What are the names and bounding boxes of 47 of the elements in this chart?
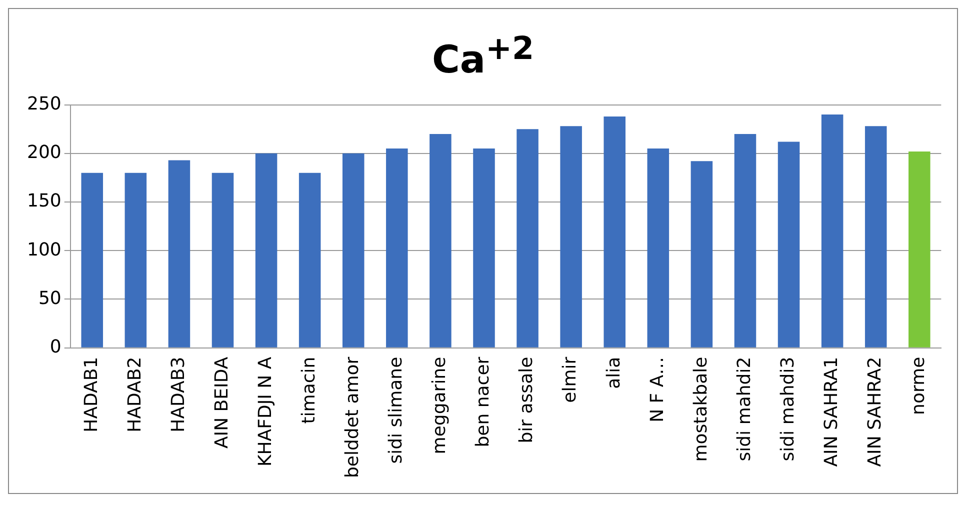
x-tick-label: HADAB2 <box>124 356 146 432</box>
x-tick-label: meggarine <box>429 356 450 454</box>
bar <box>908 151 930 348</box>
y-tick-label: 250 <box>26 93 62 114</box>
x-tick-label: timacin <box>298 356 320 424</box>
y-tick-label: 0 <box>50 336 62 358</box>
x-tick-label: AIN BEIDA <box>211 356 232 449</box>
bar <box>124 172 147 348</box>
bar <box>212 172 234 348</box>
bar <box>734 134 756 348</box>
x-tick-label: norme <box>908 356 930 415</box>
bar <box>255 153 278 348</box>
x-tick-label: sidi slimane <box>386 356 407 464</box>
x-tick-label: sidi mahdi2 <box>734 356 755 462</box>
x-tick-label: sidi mahdi3 <box>777 356 798 462</box>
x-tick-label: AIN SAHRA1 <box>820 356 842 467</box>
y-tick-label: 100 <box>26 239 62 260</box>
bar <box>342 153 364 348</box>
y-tick-label: 50 <box>38 288 62 309</box>
x-tick-label: ben nacer <box>472 356 494 448</box>
x-tick-label: bir assale <box>516 356 538 444</box>
bar <box>168 160 190 348</box>
x-tick-label: N F A… <box>646 356 668 422</box>
chart-title: Ca$^{+2}$ <box>430 31 536 84</box>
bar <box>473 148 495 348</box>
bar <box>647 148 670 348</box>
x-tick-label: mostakbale <box>690 356 712 462</box>
x-tick-label: elmir <box>560 356 581 403</box>
bar <box>516 129 538 348</box>
y-tick-label: 200 <box>26 142 62 164</box>
x-tick-label: belddet amor <box>342 356 364 478</box>
x-tick-label: HADAB1 <box>80 356 102 432</box>
bar <box>298 172 321 348</box>
bar <box>560 126 582 348</box>
bar <box>864 126 887 348</box>
x-tick-label: AIN SAHRA2 <box>864 356 886 467</box>
bar <box>81 172 104 348</box>
y-tick-label: 150 <box>26 190 62 212</box>
bar <box>778 142 800 348</box>
bar <box>386 148 408 348</box>
bar <box>690 161 713 348</box>
bar <box>430 134 452 348</box>
x-tick-label: HADAB3 <box>168 356 189 432</box>
bar <box>821 114 844 348</box>
bar <box>604 116 626 348</box>
x-tick-label: alia <box>603 356 624 389</box>
x-tick-label: KHAFDJI N A <box>254 356 276 467</box>
